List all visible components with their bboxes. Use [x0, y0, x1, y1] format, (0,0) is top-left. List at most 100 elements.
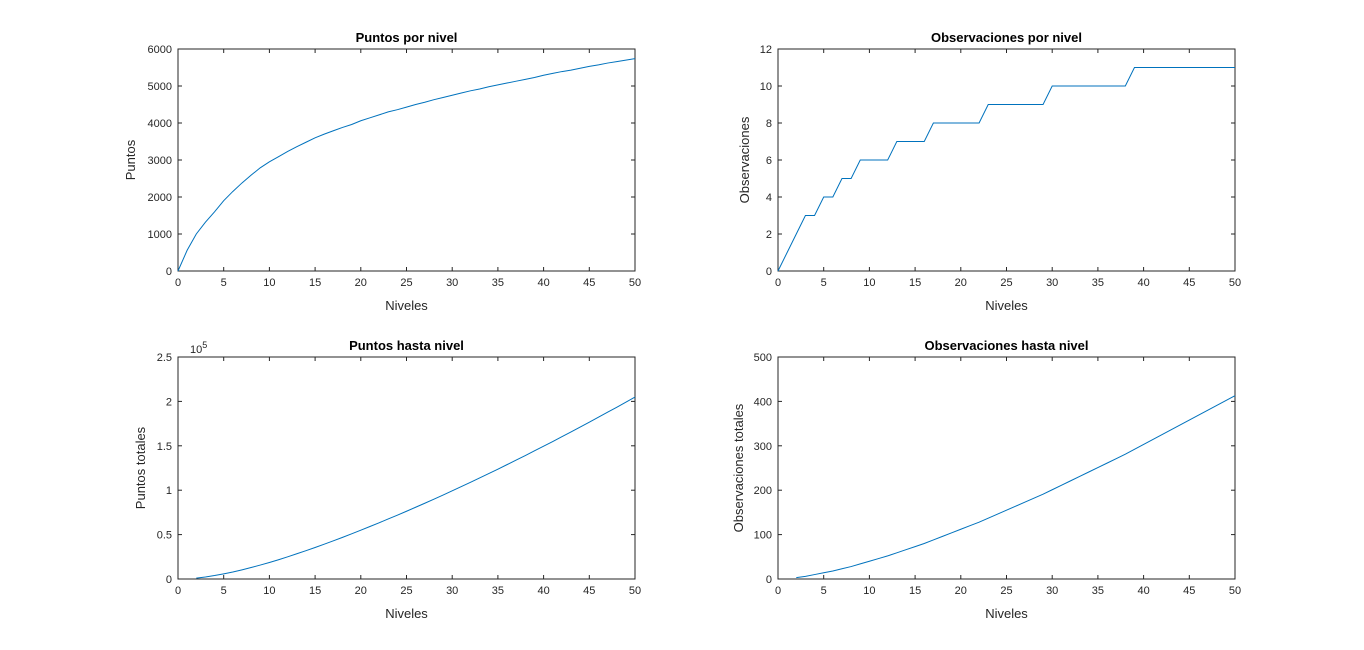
axes-puntos-hasta-nivel: Puntos hasta nivel Niveles Puntos totale…: [133, 338, 641, 621]
x-tick-label: 25: [1000, 585, 1012, 597]
series-group: [177, 58, 636, 272]
x-tick-label: 20: [955, 277, 967, 289]
y-axis-label: Puntos: [123, 139, 138, 180]
y-tick-label: 6: [766, 155, 772, 167]
x-tick-label: 45: [1183, 585, 1195, 597]
x-ticks: 0 5 10 15 20 25 30 35 40 45 50: [775, 357, 1241, 597]
x-tick-label: 0: [775, 277, 781, 289]
series-line: [777, 67, 1235, 272]
x-tick-label: 5: [821, 277, 827, 289]
axes-puntos-por-nivel: Puntos por nivel Niveles Puntos 0 5 10 15 20…: [123, 30, 641, 313]
y-ticks: 0 1000 2000 3000 4000 5000 6000: [148, 44, 635, 278]
y-tick-label: 0: [166, 574, 172, 586]
x-tick-label: 30: [446, 585, 458, 597]
y-tick-label: 5000: [148, 81, 172, 93]
x-tick-label: 20: [355, 585, 367, 597]
chart-title: Observaciones hasta nivel: [924, 338, 1088, 353]
x-tick-label: 50: [629, 585, 641, 597]
x-tick-label: 10: [263, 585, 275, 597]
x-tick-label: 30: [1046, 277, 1058, 289]
y-tick-label: 2: [766, 229, 772, 241]
y-tick-label: 1.5: [157, 441, 172, 453]
series-line: [796, 395, 1236, 579]
x-tick-label: 45: [583, 277, 595, 289]
x-tick-label: 15: [909, 277, 921, 289]
chart-title: Observaciones por nivel: [931, 30, 1082, 45]
x-tick-label: 10: [863, 277, 875, 289]
x-tick-label: 35: [1092, 277, 1104, 289]
x-axis-label: Niveles: [985, 606, 1028, 621]
x-tick-label: 45: [583, 585, 595, 597]
x-tick-label: 25: [1000, 277, 1012, 289]
series-group: [777, 67, 1235, 272]
x-tick-label: 35: [1092, 585, 1104, 597]
y-tick-label: 2.5: [157, 352, 172, 364]
y-ticks: 0 0.5 1 1.5 2 2.5: [157, 352, 635, 586]
x-tick-label: 35: [492, 277, 504, 289]
x-tick-label: 25: [400, 585, 412, 597]
x-tick-label: 0: [775, 585, 781, 597]
y-tick-label: 12: [760, 44, 772, 56]
x-tick-label: 50: [1229, 585, 1241, 597]
x-tick-label: 0: [175, 277, 181, 289]
y-ticks: 0 100 200 300 400 500: [754, 352, 1235, 586]
x-ticks: 0 5 10 15 20 25 30 35 40 45 50: [175, 357, 641, 597]
y-tick-label: 4000: [148, 118, 172, 130]
x-tick-label: 40: [537, 277, 549, 289]
x-ticks: 0 5 10 15 20 25 30 35 40 45 50: [775, 49, 1241, 289]
x-tick-label: 5: [821, 585, 827, 597]
x-tick-label: 35: [492, 585, 504, 597]
x-tick-label: 10: [863, 585, 875, 597]
chart-title: Puntos hasta nivel: [349, 338, 464, 353]
x-tick-label: 30: [446, 277, 458, 289]
x-tick-label: 30: [1046, 585, 1058, 597]
x-tick-label: 40: [1137, 277, 1149, 289]
x-tick-label: 40: [537, 585, 549, 597]
y-tick-label: 100: [754, 530, 772, 542]
x-tick-label: 20: [955, 585, 967, 597]
series-line: [196, 396, 636, 579]
y-tick-label: 0: [766, 574, 772, 586]
y-tick-label: 4: [766, 192, 772, 204]
x-tick-label: 20: [355, 277, 367, 289]
y-tick-label: 6000: [148, 44, 172, 56]
series-line: [177, 58, 636, 272]
y-exponent-label: 105: [190, 340, 207, 356]
x-tick-label: 5: [221, 585, 227, 597]
x-tick-label: 15: [909, 585, 921, 597]
x-axis-label: Niveles: [985, 298, 1028, 313]
x-tick-label: 0: [175, 585, 181, 597]
y-tick-label: 1: [166, 485, 172, 497]
x-tick-label: 5: [221, 277, 227, 289]
x-ticks: 0 5 10 15 20 25 30 35 40 45 50: [175, 49, 641, 289]
y-axis-label: Observaciones totales: [731, 403, 746, 532]
y-ticks: 0 2 4 6 8 10 12: [760, 44, 1235, 278]
x-tick-label: 45: [1183, 277, 1195, 289]
series-group: [196, 396, 636, 579]
y-axis-label: Puntos totales: [133, 426, 148, 509]
x-axis-label: Niveles: [385, 298, 428, 313]
axes-observaciones-por-nivel: Observaciones por nivel Niveles Observac…: [737, 30, 1241, 313]
x-tick-label: 15: [309, 277, 321, 289]
y-axis-label: Observaciones: [737, 116, 752, 203]
y-tick-label: 0.5: [157, 530, 172, 542]
y-tick-label: 8: [766, 118, 772, 130]
axes-observaciones-hasta-nivel: Observaciones hasta nivel Niveles Observ…: [731, 338, 1241, 621]
y-tick-label: 400: [754, 396, 772, 408]
y-tick-label: 1000: [148, 229, 172, 241]
x-tick-label: 25: [400, 277, 412, 289]
y-exponent-power: 5: [202, 340, 207, 350]
series-group: [796, 395, 1236, 579]
x-axis-label: Niveles: [385, 606, 428, 621]
y-tick-label: 10: [760, 81, 772, 93]
x-tick-label: 15: [309, 585, 321, 597]
y-tick-label: 2000: [148, 192, 172, 204]
x-tick-label: 10: [263, 277, 275, 289]
y-tick-label: 3000: [148, 155, 172, 167]
x-tick-label: 50: [629, 277, 641, 289]
y-tick-label: 500: [754, 352, 772, 364]
y-tick-label: 200: [754, 485, 772, 497]
x-tick-label: 40: [1137, 585, 1149, 597]
